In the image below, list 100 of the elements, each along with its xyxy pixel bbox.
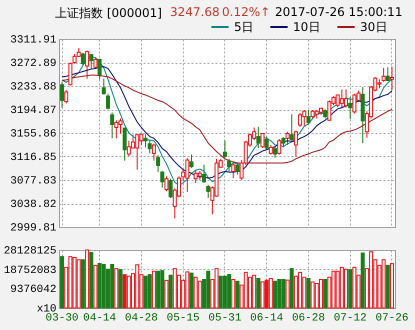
y-tick-label: 3233.88 bbox=[10, 82, 56, 94]
candlestick bbox=[98, 58, 102, 80]
bar bbox=[148, 274, 152, 308]
candlestick bbox=[135, 134, 140, 170]
bar bbox=[273, 280, 278, 308]
bar bbox=[264, 280, 269, 308]
bar bbox=[118, 269, 122, 308]
candlestick bbox=[294, 130, 298, 157]
y-tick-label: 9376042 bbox=[10, 284, 56, 296]
bar bbox=[110, 264, 114, 308]
y-tick-label: 3194.87 bbox=[10, 105, 56, 117]
x-tick-label: 03-30 bbox=[46, 312, 79, 324]
legend-label: 30日 bbox=[360, 20, 388, 34]
bar bbox=[206, 270, 210, 308]
candlestick bbox=[273, 146, 278, 158]
bar bbox=[168, 274, 173, 308]
x-tick-label: 06-28 bbox=[292, 312, 325, 324]
candlestick bbox=[190, 154, 194, 168]
x-tick-label: 04-28 bbox=[124, 312, 158, 324]
bar bbox=[348, 269, 352, 308]
y-tick-label: 3272.89 bbox=[10, 58, 56, 70]
bar bbox=[386, 264, 390, 308]
candlestick bbox=[348, 96, 352, 120]
candlestick bbox=[235, 162, 240, 175]
candlestick bbox=[198, 170, 202, 180]
bar bbox=[156, 270, 160, 308]
candlestick bbox=[281, 136, 286, 147]
candlestick bbox=[298, 112, 302, 128]
bar bbox=[160, 270, 164, 308]
candlestick bbox=[290, 114, 294, 142]
bar bbox=[227, 274, 232, 308]
bar bbox=[89, 252, 94, 308]
candlestick bbox=[344, 89, 348, 108]
candlestick bbox=[222, 140, 227, 159]
y-tick-label: 3311.91 bbox=[10, 34, 57, 46]
candlestick bbox=[118, 118, 122, 134]
candlestick bbox=[80, 52, 85, 66]
candlestick bbox=[194, 169, 198, 184]
bar bbox=[281, 279, 286, 308]
bar bbox=[235, 280, 240, 308]
candlestick bbox=[386, 66, 390, 82]
y-tick-label: 2999.81 bbox=[10, 222, 57, 234]
candlestick bbox=[185, 158, 190, 192]
bar bbox=[360, 252, 365, 308]
bar bbox=[222, 276, 227, 308]
candlestick bbox=[302, 110, 306, 126]
candlestick bbox=[139, 133, 144, 146]
bar bbox=[323, 279, 328, 308]
candlestick bbox=[126, 140, 131, 157]
candlestick bbox=[377, 78, 382, 89]
y-tick-label: 3155.86 bbox=[10, 128, 56, 140]
candlestick bbox=[306, 110, 310, 125]
legend-label: 5日 bbox=[234, 20, 254, 34]
text: 0.12%↑ bbox=[222, 5, 270, 19]
bar bbox=[122, 274, 127, 308]
candlestick bbox=[352, 93, 356, 114]
bar bbox=[60, 256, 64, 308]
candlestick bbox=[206, 184, 210, 198]
candlestick bbox=[340, 89, 344, 109]
candlestick bbox=[85, 50, 90, 80]
candlestick bbox=[227, 158, 232, 172]
y-tick-label: 3116.85 bbox=[10, 152, 56, 164]
candlestick bbox=[114, 120, 118, 139]
y-tick-label: 28128125 bbox=[4, 246, 56, 258]
text: 3247.68 bbox=[170, 5, 220, 19]
candlestick bbox=[256, 126, 260, 148]
candlestick bbox=[202, 164, 206, 184]
y-tick-label: 18752083 bbox=[4, 264, 56, 277]
bar bbox=[190, 272, 194, 308]
x-tick-label: 04-14 bbox=[83, 312, 117, 324]
candlestick bbox=[327, 100, 332, 122]
candlestick bbox=[110, 112, 114, 139]
bar bbox=[98, 262, 102, 308]
candlestick bbox=[160, 170, 164, 188]
x-tick-label: 05-31 bbox=[208, 312, 242, 324]
candlestick bbox=[156, 154, 160, 173]
y-tick-label: 3038.82 bbox=[10, 199, 56, 211]
bar bbox=[80, 259, 85, 308]
x-tick-label: 07-12 bbox=[334, 312, 367, 324]
bar bbox=[290, 268, 294, 308]
candlestick bbox=[164, 176, 168, 192]
candlestick bbox=[336, 94, 340, 108]
candlestick bbox=[89, 54, 94, 70]
candlestick bbox=[152, 143, 156, 162]
candlestick bbox=[277, 138, 282, 156]
bar bbox=[102, 264, 106, 308]
candlestick bbox=[264, 136, 269, 150]
bar bbox=[277, 279, 282, 308]
candlestick bbox=[231, 162, 236, 179]
candlestick bbox=[323, 108, 328, 119]
legend-label: 10日 bbox=[293, 20, 320, 34]
candlestick bbox=[260, 132, 264, 148]
candlestick bbox=[64, 90, 68, 104]
bar bbox=[144, 276, 148, 308]
candlestick bbox=[122, 126, 127, 162]
text: 2017-07-26 15:00:11 bbox=[275, 5, 402, 19]
bar bbox=[306, 278, 310, 308]
x-tick-label: 05-15 bbox=[166, 312, 200, 324]
x-tick-label: 06-14 bbox=[250, 312, 284, 324]
x-tick-label: 07-26 bbox=[375, 312, 408, 324]
